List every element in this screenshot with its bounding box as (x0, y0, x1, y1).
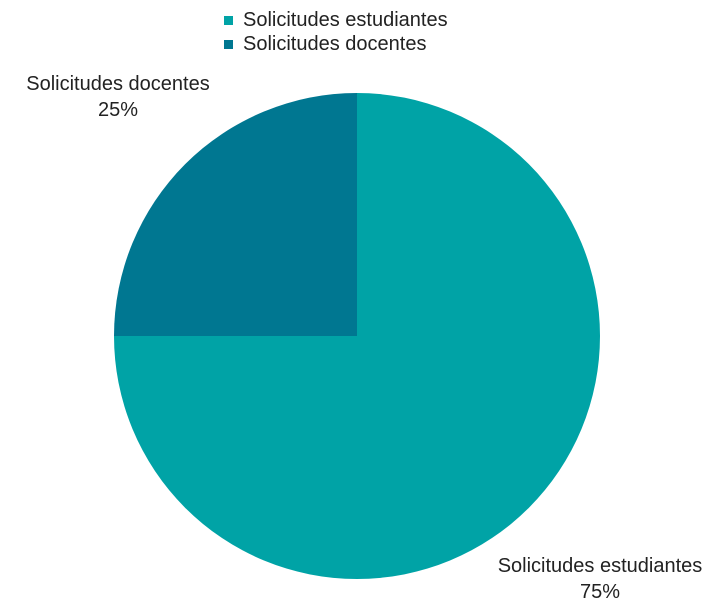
data-label-docentes-name: Solicitudes docentes (26, 73, 209, 95)
data-label-estudiantes-name: Solicitudes estudiantes (498, 555, 703, 577)
pie-data-labels: Solicitudes docentes 25% Solicitudes est… (26, 73, 702, 601)
legend-swatch-docentes (224, 39, 233, 49)
pie-slices (114, 93, 600, 579)
legend-label-estudiantes: Solicitudes estudiantes (243, 8, 448, 31)
data-label-docentes-percent: 25% (98, 99, 138, 121)
legend-label-docentes: Solicitudes docentes (243, 32, 427, 55)
legend-item-docentes: Solicitudes docentes (224, 32, 448, 56)
chart-legend: Solicitudes estudiantes Solicitudes doce… (224, 8, 448, 56)
data-label-estudiantes-percent: 75% (580, 581, 620, 601)
legend-item-estudiantes: Solicitudes estudiantes (224, 8, 448, 32)
legend-swatch-estudiantes (224, 15, 233, 25)
pie-slice-docentes (114, 93, 357, 336)
